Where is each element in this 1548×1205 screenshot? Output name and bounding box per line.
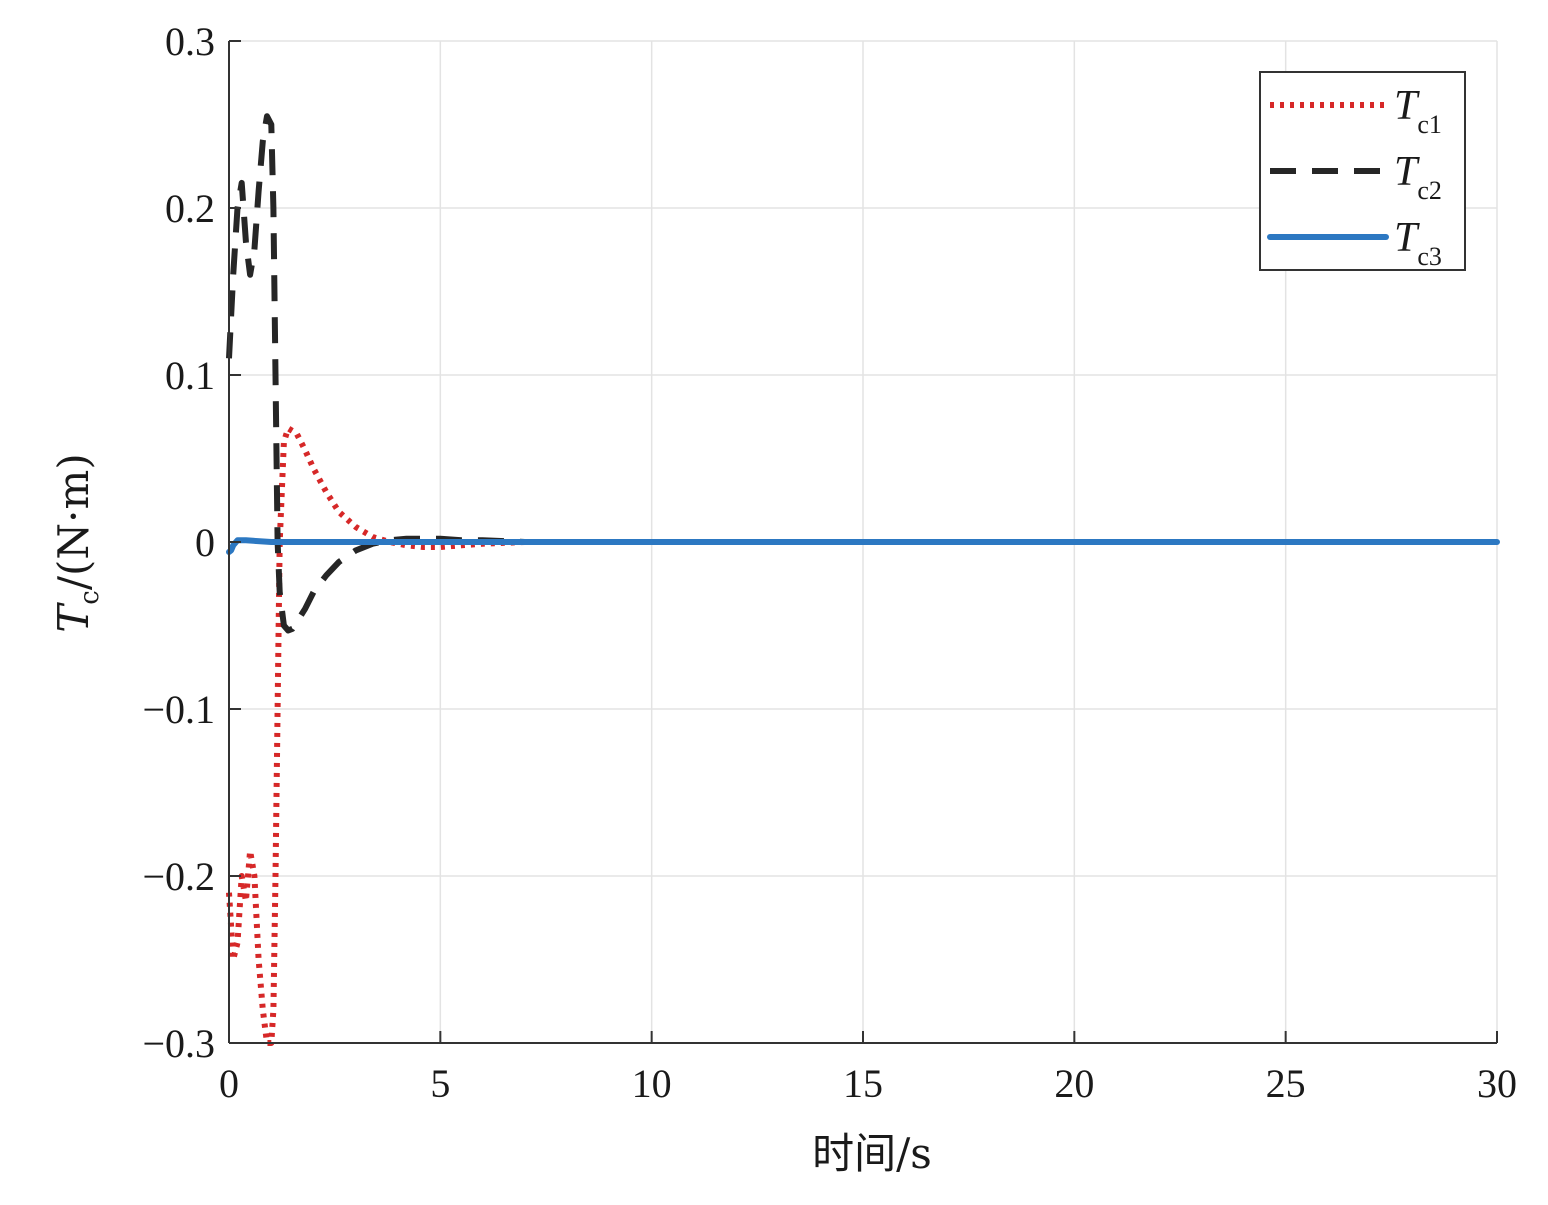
svg-text:Tc/(N·m): Tc/(N·m) — [49, 453, 105, 632]
x-tick-label: 20 — [1054, 1061, 1094, 1106]
legend-label-c2: Tc2 — [1394, 149, 1442, 205]
y-axis-subscript: c — [75, 590, 105, 605]
ticks: 0 5 10 15 20 25 30 −0.3 −0.2 −0.1 0 0.1 0.2 0.3 — [142, 19, 1517, 1106]
legend-label-c3: Tc3 — [1394, 215, 1442, 271]
legend-label-c1: Tc1 — [1394, 83, 1442, 139]
x-tick-label: 10 — [632, 1061, 672, 1106]
x-tick-label: 30 — [1477, 1061, 1517, 1106]
x-tick-label: 5 — [430, 1061, 450, 1106]
y-tick-label: 0.1 — [165, 353, 215, 398]
y-tick-label: 0.2 — [165, 186, 215, 231]
legend: Tc1 Tc2 Tc3 — [1259, 71, 1466, 271]
y-axis-symbol: T — [49, 602, 98, 633]
y-axis-unit: /(N·m) — [49, 453, 98, 590]
y-tick-label: 0.3 — [165, 19, 215, 64]
x-tick-label: 0 — [219, 1061, 239, 1106]
series-line-c1 — [226, 425, 1497, 1046]
y-tick-label: −0.3 — [142, 1021, 215, 1066]
x-axis-label: 时间/s — [812, 1129, 932, 1178]
x-tick-label: 25 — [1266, 1061, 1306, 1106]
x-tick-label: 15 — [843, 1061, 883, 1106]
series-line-c3 — [226, 537, 1500, 555]
y-tick-label: −0.2 — [142, 854, 215, 899]
series-group — [226, 113, 1500, 1046]
y-tick-label: −0.1 — [142, 687, 215, 732]
y-axis-label: Tc/(N·m) — [49, 453, 105, 632]
y-tick-label: 0 — [195, 520, 215, 565]
